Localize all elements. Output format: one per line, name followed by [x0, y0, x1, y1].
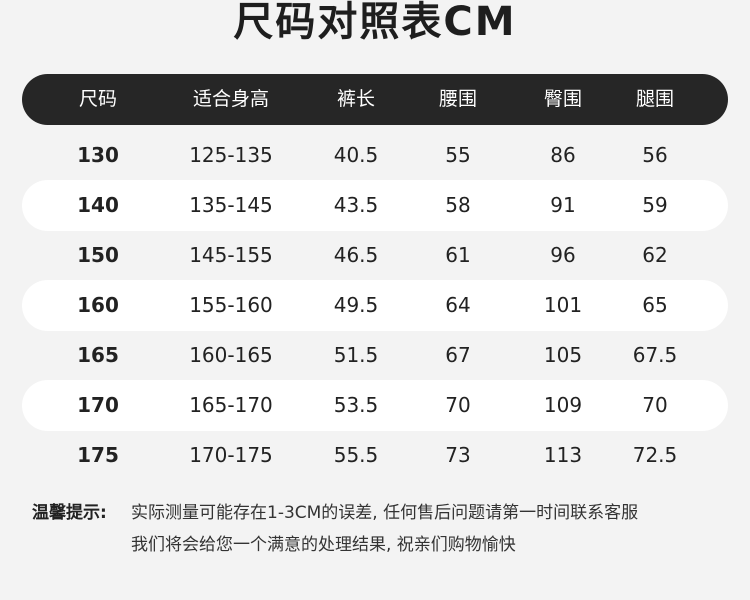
table-row: 165 160-165 51.5 67 105 67.5: [22, 330, 728, 381]
table-cell: 65: [642, 293, 668, 317]
table-cell: 73: [445, 443, 471, 467]
table-cell: 105: [543, 343, 583, 367]
note-label: 温馨提示:: [32, 503, 107, 523]
table-cell: 58: [445, 193, 471, 217]
table-cell: 55.5: [333, 443, 379, 467]
table-cell: 155-160: [189, 293, 273, 317]
table-row: 150 145-155 46.5 61 96 62: [22, 230, 728, 281]
table-cell: 135-145: [189, 193, 273, 217]
table-cell: 165-170: [189, 393, 273, 417]
note-line-2: 我们将会给您一个满意的处理结果, 祝亲们购物愉快: [131, 535, 516, 555]
table-cell: 59: [642, 193, 668, 217]
table-cell: 160-165: [189, 343, 273, 367]
table-cell: 175: [77, 443, 119, 467]
table-cell: 49.5: [333, 293, 379, 317]
column-header: 腿围: [635, 88, 674, 110]
table-row: 175 170-175 55.5 73 113 72.5: [22, 430, 728, 481]
table-cell: 70: [642, 393, 668, 417]
table-cell: 86: [550, 143, 576, 167]
table-cell: 72.5: [632, 443, 678, 467]
table-cell: 150: [77, 243, 119, 267]
table-cell: 160: [77, 293, 119, 317]
table-row: 130 125-135 40.5 55 86 56: [22, 130, 728, 181]
table-cell: 145-155: [189, 243, 273, 267]
table-cell: 125-135: [189, 143, 273, 167]
table-cell: 67.5: [632, 343, 678, 367]
table-cell: 165: [77, 343, 119, 367]
table-cell: 170-175: [189, 443, 273, 467]
table-row: 170 165-170 53.5 70 109 70: [22, 380, 728, 431]
table-cell: 46.5: [333, 243, 379, 267]
note-line-1: 实际测量可能存在1-3CM的误差, 任何售后问题请第一时间联系客服: [131, 503, 639, 523]
table-cell: 62: [642, 243, 668, 267]
table-cell: 170: [77, 393, 119, 417]
table-row: 160 155-160 49.5 64 101 65: [22, 280, 728, 331]
table-cell: 109: [543, 393, 583, 417]
table-cell: 53.5: [333, 393, 379, 417]
table-cell: 96: [550, 243, 576, 267]
page-title: 尺码对照表CM: [233, 0, 517, 45]
table-cell: 130: [77, 143, 119, 167]
column-header: 尺码: [78, 88, 117, 110]
table-cell: 113: [543, 443, 583, 467]
column-header: 裤长: [336, 88, 375, 110]
column-header: 臀围: [543, 88, 582, 110]
column-header: 适合身高: [192, 88, 269, 110]
table-cell: 64: [445, 293, 471, 317]
table-cell: 55: [445, 143, 471, 167]
table-row: 140 135-145 43.5 58 91 59: [22, 180, 728, 231]
table-cell: 91: [550, 193, 576, 217]
table-cell: 101: [543, 293, 583, 317]
column-header: 腰围: [438, 88, 477, 110]
table-cell: 67: [445, 343, 471, 367]
table-cell: 61: [445, 243, 471, 267]
table-cell: 140: [77, 193, 119, 217]
table-header: 尺码 适合身高 裤长 腰围 臀围 腿围: [22, 74, 728, 125]
table-cell: 40.5: [333, 143, 379, 167]
table-cell: 70: [445, 393, 471, 417]
table-cell: 51.5: [333, 343, 379, 367]
table-cell: 56: [642, 143, 668, 167]
table-cell: 43.5: [333, 193, 379, 217]
